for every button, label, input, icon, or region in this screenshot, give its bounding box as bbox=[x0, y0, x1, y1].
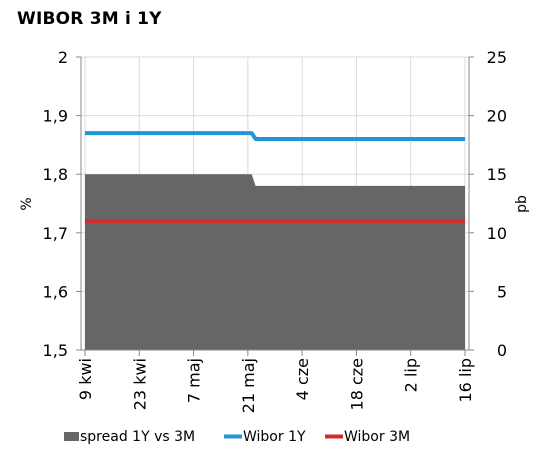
y2-tick-label: 25 bbox=[487, 48, 507, 67]
x-tick-label: 16 lip bbox=[456, 358, 475, 403]
plot-frame bbox=[80, 57, 470, 351]
x-tick-label: 21 maj bbox=[239, 358, 258, 413]
x-axis: 9 kwi 23 kwi 7 maj 21 maj 4 cze 18 cze 2 lip 16… bbox=[76, 350, 475, 413]
y-axis-left: 1,5 1,6 1,7 1,8 1,9 2 bbox=[43, 48, 81, 360]
y2-tick-label: 5 bbox=[497, 282, 507, 301]
area-series bbox=[85, 174, 465, 350]
y-tick-label: 2 bbox=[58, 48, 68, 67]
x-tick-label: 4 cze bbox=[293, 358, 312, 400]
y-tick-label: 1,6 bbox=[43, 282, 68, 301]
legend-label: Wibor 1Y bbox=[243, 429, 306, 445]
series-area-spread bbox=[85, 174, 465, 350]
legend-swatch bbox=[64, 432, 79, 441]
x-tick-label: 23 kwi bbox=[130, 358, 149, 410]
y-axis-right: 0 5 10 15 20 25 bbox=[469, 48, 507, 360]
y-axis-label: % bbox=[19, 197, 35, 210]
x-tick-label: 18 cze bbox=[347, 358, 366, 410]
x-tick-label: 9 kwi bbox=[76, 358, 95, 400]
legend-label: spread 1Y vs 3M bbox=[80, 429, 195, 445]
x-tick-label: 7 maj bbox=[185, 358, 204, 403]
line-series bbox=[85, 131, 465, 224]
y2-tick-label: 15 bbox=[487, 165, 507, 184]
chart-title: WIBOR 3M i 1Y bbox=[17, 9, 162, 29]
y2-tick-label: 10 bbox=[487, 224, 507, 243]
series-line-wibor-1y bbox=[85, 131, 465, 142]
y2-tick-label: 20 bbox=[487, 107, 507, 126]
y-tick-label: 1,5 bbox=[43, 341, 68, 360]
legend: spread 1Y vs 3M Wibor 1Y Wibor 3M bbox=[64, 429, 410, 445]
y-tick-label: 1,8 bbox=[43, 165, 68, 184]
x-tick-label: 2 lip bbox=[402, 358, 421, 392]
legend-label: Wibor 3M bbox=[344, 429, 410, 445]
y2-axis-label: pb bbox=[514, 195, 530, 213]
y-tick-label: 1,7 bbox=[43, 224, 68, 243]
y-tick-label: 1,9 bbox=[43, 107, 68, 126]
y2-tick-label: 0 bbox=[497, 341, 507, 360]
